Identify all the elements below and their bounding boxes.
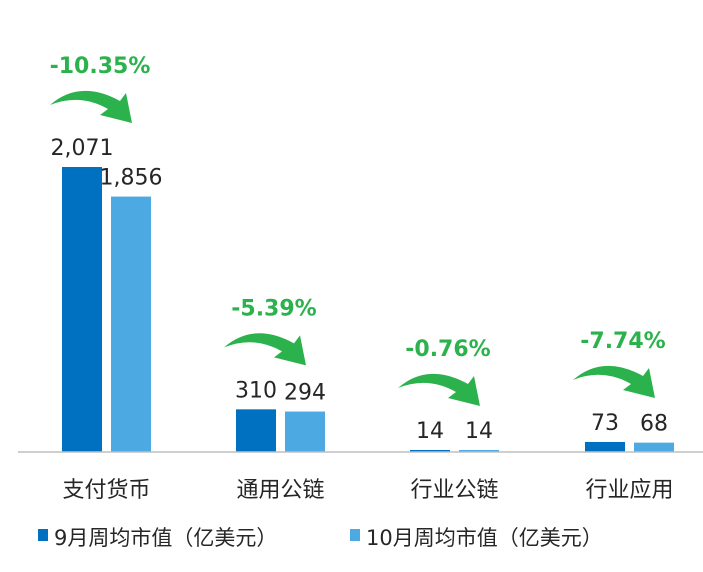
change-arrow-2 [224,333,306,366]
legend-label-2: 10月周均市值（亿美元） [366,526,603,550]
value-label-s2-1: 1,856 [100,166,163,191]
category-label-3: 行业公链 [410,478,498,503]
change-arrow-1 [50,90,132,123]
value-labels-layer: 2,071 1,856 310 294 14 14 73 68 [51,136,668,444]
bar-s1-4 [585,441,625,452]
value-label-s2-3: 14 [465,419,493,444]
change-arrows-layer: -10.35% -5.39% -0.76% -7.74% [50,54,666,406]
change-label-3: -0.76% [405,337,490,362]
value-label-s2-2: 294 [284,381,326,406]
change-label-2: -5.39% [231,296,316,321]
bar-s2-4 [634,442,674,452]
category-label-1: 支付货币 [62,478,150,503]
bar-s2-3 [459,450,499,452]
change-label-4: -7.74% [580,329,665,354]
value-label-s1-4: 73 [591,411,619,436]
legend-label-1: 9月周均市值（亿美元） [54,526,277,550]
bar-s1-1 [62,167,102,452]
legend-swatch-1 [38,529,48,541]
change-label-1: -10.35% [50,54,151,79]
bar-s2-2 [285,411,325,452]
bar-s2-1 [111,196,151,452]
change-arrow-3 [398,373,480,406]
change-arrow-4 [573,365,655,398]
legend: 9月周均市值（亿美元） 10月周均市值（亿美元） [38,526,603,550]
bar-s1-2 [236,409,276,452]
category-label-2: 通用公链 [236,478,324,503]
bar-s1-3 [410,450,450,452]
legend-swatch-2 [350,529,360,541]
value-label-s1-1: 2,071 [51,136,114,161]
category-labels-layer: 支付货币 通用公链 行业公链 行业应用 [62,478,673,503]
value-label-s1-2: 310 [235,378,277,403]
value-label-s2-4: 68 [640,412,668,437]
bars-layer [62,167,674,452]
category-label-4: 行业应用 [585,478,673,503]
value-label-s1-3: 14 [416,419,444,444]
